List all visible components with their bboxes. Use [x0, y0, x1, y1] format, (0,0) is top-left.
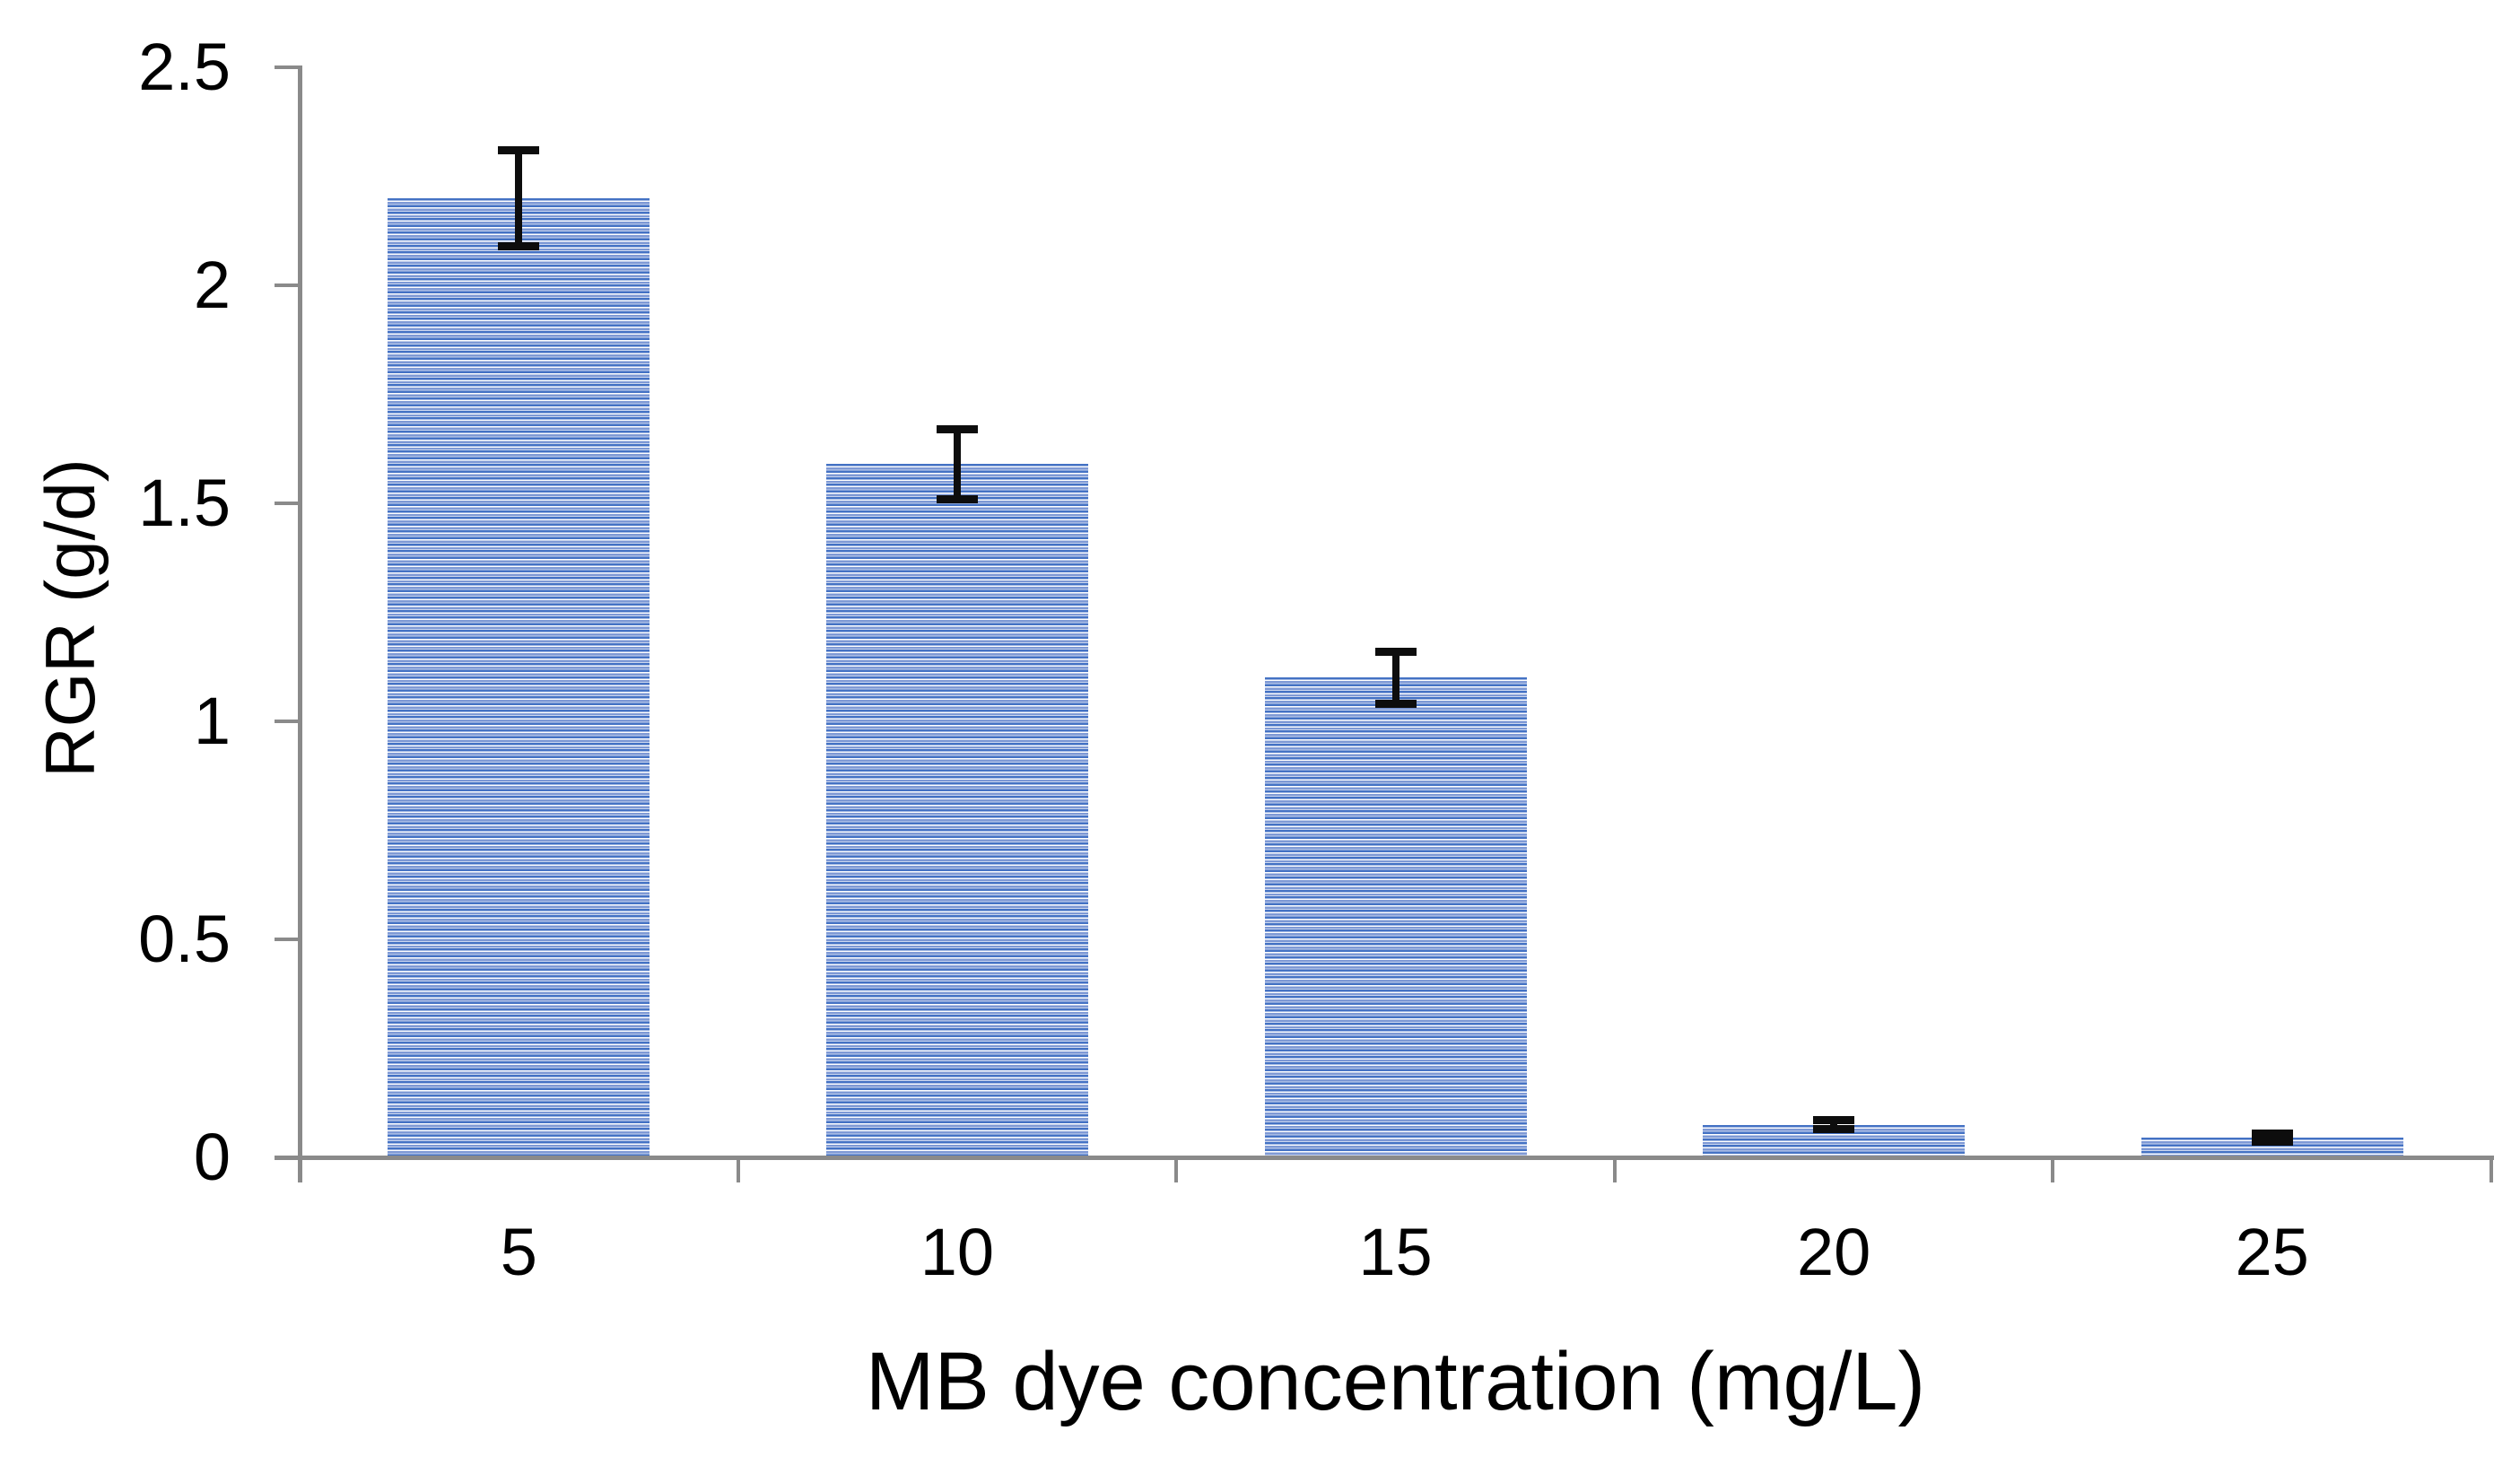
- bar-category-5: [388, 197, 650, 1157]
- y-axis-line: [297, 65, 302, 1182]
- y-axis-title: RGR (g/d): [31, 458, 109, 778]
- y-axis-tick: [275, 938, 300, 941]
- error-bar-bottom-cap: [1374, 700, 1417, 709]
- x-axis-tick: [1612, 1157, 1617, 1182]
- error-bar-bottom-cap: [498, 241, 540, 250]
- x-tick-label: 15: [1358, 1215, 1433, 1289]
- bar-category-10: [825, 464, 1088, 1157]
- error-bar-top-cap: [936, 424, 978, 433]
- y-axis-tick: [275, 1156, 300, 1159]
- y-axis-tick: [275, 65, 300, 69]
- y-tick-label: 1: [193, 684, 231, 758]
- error-bar-top-cap: [1813, 1116, 1855, 1125]
- error-bar-stem: [1830, 1120, 1838, 1130]
- error-bar-top-cap: [498, 145, 540, 154]
- error-bar-bottom-cap: [936, 494, 978, 503]
- bar-category-25: [2141, 1138, 2403, 1157]
- y-tick-label: 1.5: [138, 466, 231, 540]
- error-bar-bottom-cap: [1813, 1124, 1855, 1133]
- error-bar-stem: [2268, 1133, 2276, 1142]
- x-tick-label: 10: [920, 1215, 995, 1289]
- x-axis-line: [275, 1155, 2494, 1160]
- y-axis-tick: [275, 720, 300, 723]
- x-axis-tick: [736, 1157, 740, 1182]
- y-tick-label: 2: [193, 248, 231, 322]
- error-bar-stem: [1391, 651, 1400, 704]
- x-axis-tick: [2051, 1157, 2055, 1182]
- y-tick-label: 0.5: [138, 902, 231, 976]
- bar-category-15: [1264, 677, 1527, 1157]
- error-bar-top-cap: [2251, 1129, 2293, 1138]
- error-bar-bottom-cap: [2251, 1138, 2293, 1147]
- y-axis-tick: [275, 502, 300, 505]
- error-bar-top-cap: [1374, 647, 1417, 656]
- x-tick-label: 25: [2235, 1215, 2309, 1289]
- x-axis-tick: [2489, 1157, 2493, 1182]
- x-tick-label: 5: [500, 1215, 537, 1289]
- error-bar-stem: [515, 150, 523, 247]
- y-axis-tick: [275, 284, 300, 287]
- x-axis-title: MB dye concentration (mg/L): [865, 1336, 1926, 1427]
- error-bar-stem: [953, 429, 961, 500]
- y-tick-label: 0: [193, 1120, 231, 1194]
- x-tick-label: 20: [1796, 1215, 1871, 1289]
- x-axis-tick: [1174, 1157, 1179, 1182]
- y-tick-label: 2.5: [138, 30, 231, 104]
